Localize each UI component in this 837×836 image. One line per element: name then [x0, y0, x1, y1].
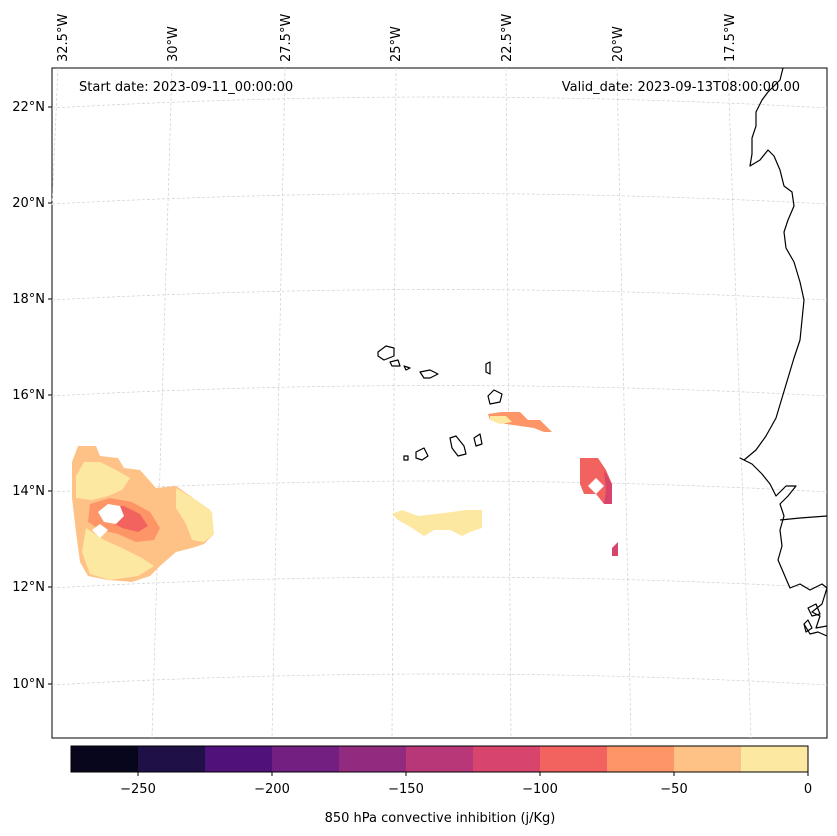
- cbar-tick-label-m150: −150: [388, 782, 424, 797]
- lon-labels: 32.5°W 30°W 27.5°W 25°W 22.5°W 20°W 17.5…: [56, 14, 738, 62]
- island-santa-luzia: [403, 365, 411, 371]
- meridian-25w: [391, 67, 397, 739]
- east-red-hole: [588, 478, 604, 494]
- lat-label-12n: 12°N: [12, 580, 45, 595]
- island-bijagos-1: [807, 603, 821, 617]
- lat-label-22n: 22°N: [12, 100, 45, 115]
- island-santiago: [449, 435, 467, 457]
- cbar-tick-label-0: 0: [804, 782, 812, 797]
- island-sal: [485, 361, 491, 375]
- cbar-tick-label-m100: −100: [522, 782, 558, 797]
- west-blob-inner-yellow-2: [82, 528, 154, 580]
- colorbar-swatch: [406, 746, 473, 772]
- lat-label-20n: 20°N: [12, 196, 45, 211]
- island-santo-antao: [377, 345, 395, 361]
- cbar-tick-label-m250: −250: [120, 782, 156, 797]
- colorbar-swatch: [607, 746, 674, 772]
- meridian-20w: [616, 67, 632, 739]
- lat-label-14n: 14°N: [12, 484, 45, 499]
- coastlines: [377, 67, 828, 637]
- cin-contours: [72, 412, 618, 582]
- graticule: [51, 67, 828, 739]
- lat-label-10n: 10°N: [12, 677, 45, 692]
- lon-label-22-5w: 22.5°W: [500, 14, 515, 62]
- start-date-label: Start date: 2023-09-11_00:00:00: [79, 80, 293, 95]
- central-yellow-streak: [392, 510, 482, 536]
- parallel-10n: [51, 673, 828, 686]
- east-red-edge: [604, 470, 612, 504]
- colorbar-swatch: [138, 746, 205, 772]
- meridian-32-5w: [51, 67, 59, 206]
- cbar-tick-label-m200: −200: [254, 782, 290, 797]
- lon-label-25w: 25°W: [389, 26, 404, 62]
- lon-label-27-5w: 27.5°W: [279, 14, 294, 62]
- island-fogo: [415, 447, 429, 461]
- colorbar-frame: [70, 745, 809, 773]
- meridian-17-5w: [727, 67, 752, 739]
- island-sao-nicolau: [419, 369, 439, 379]
- island-band-yellow: [490, 416, 512, 424]
- colorbar-swatch: [741, 746, 808, 772]
- colorbar-swatch: [71, 746, 138, 772]
- island-bijagos-2: [803, 619, 813, 633]
- parallel-16n: [51, 385, 828, 397]
- colorbar-swatch: [272, 746, 339, 772]
- valid-date-label: Valid_date: 2023-09-13T08:00:00.00: [562, 80, 800, 95]
- lat-labels: 22°N 20°N 18°N 16°N 14°N 12°N 10°N: [12, 100, 45, 692]
- parallel-12n: [51, 576, 828, 589]
- colorbar-title: 850 hPa convective inhibition (j/Kg): [325, 811, 556, 826]
- east-small-patch: [612, 542, 618, 556]
- meridian-30w: [151, 67, 173, 739]
- lon-label-30w: 30°W: [166, 26, 181, 62]
- lon-label-32-5w: 32.5°W: [56, 14, 71, 62]
- senegal-gambia: [779, 515, 828, 521]
- colorbar-swatch: [674, 746, 741, 772]
- parallel-22n: [51, 96, 828, 109]
- meridian-27-5w: [271, 67, 286, 739]
- island-sao-vicente: [389, 359, 401, 367]
- colorbar-swatches: [71, 746, 808, 772]
- island-brava: [403, 455, 409, 461]
- lat-label-18n: 18°N: [12, 292, 45, 307]
- guinea-coast: [803, 623, 828, 637]
- island-boa-vista: [487, 389, 503, 405]
- colorbar: −250 −200 −150 −100 −50 0 850 hPa convec…: [70, 745, 812, 826]
- west-blob-inner-yellow-1: [76, 462, 130, 500]
- colorbar-swatch: [473, 746, 540, 772]
- west-blob-hole: [98, 504, 124, 524]
- west-blob-inner-yellow-3: [176, 488, 214, 542]
- meridian-22-5w: [505, 67, 512, 739]
- lat-label-16n: 16°N: [12, 388, 45, 403]
- island-maio: [473, 433, 483, 447]
- tick-marks: [48, 106, 52, 685]
- lon-label-17-5w: 17.5°W: [723, 14, 738, 62]
- parallel-18n: [51, 289, 828, 301]
- map-frame: [51, 67, 828, 739]
- parallel-20n: [51, 193, 828, 205]
- cbar-tick-label-m50: −50: [660, 782, 687, 797]
- colorbar-swatch: [339, 746, 406, 772]
- colorbar-ticks: [137, 772, 809, 776]
- lon-label-20w: 20°W: [611, 26, 626, 62]
- west-blob-hole-2: [92, 524, 108, 538]
- colorbar-swatch: [540, 746, 607, 772]
- africa-coast: [739, 67, 828, 629]
- colorbar-swatch: [205, 746, 272, 772]
- parallel-14n: [51, 480, 828, 493]
